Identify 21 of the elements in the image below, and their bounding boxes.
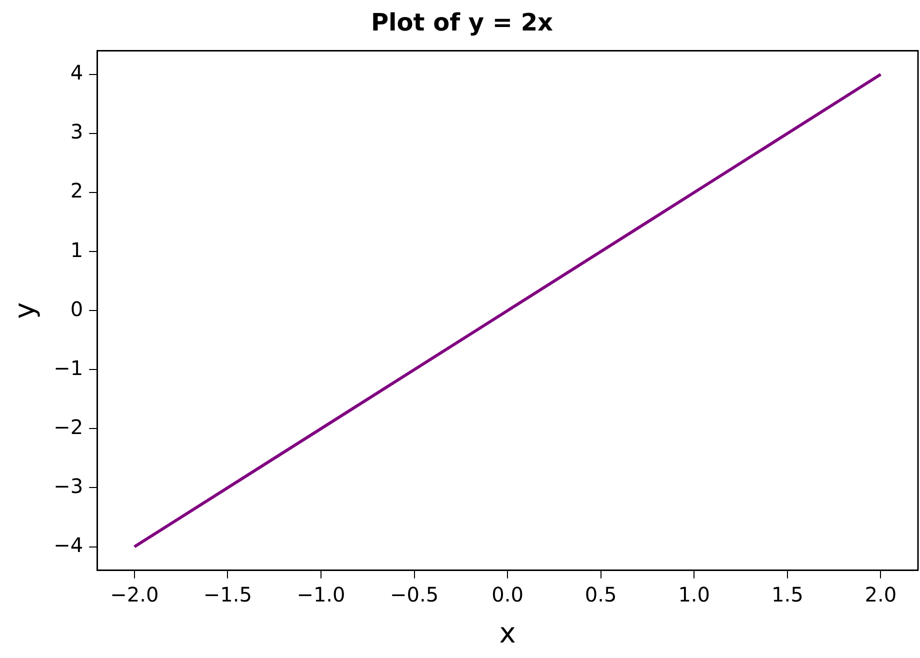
x-tick-label: −0.5 — [390, 582, 439, 607]
y-tick-label: 3 — [70, 120, 84, 144]
x-tick-label: 2.0 — [864, 582, 897, 607]
y-tick-label: 1 — [70, 238, 84, 262]
y-tick-label: −2 — [54, 414, 84, 439]
x-tick-label: −1.5 — [203, 582, 252, 607]
y-tick-label: −4 — [54, 532, 84, 557]
y-tick-label: 2 — [70, 178, 84, 203]
chart-title: Plot of y = 2x — [370, 8, 554, 37]
x-tick-label: 0.5 — [584, 582, 617, 607]
x-tick-label: 1.0 — [678, 582, 710, 607]
x-axis-title: x — [499, 616, 516, 650]
y-tick-label: 0 — [70, 296, 84, 321]
y-tick-label: −1 — [54, 356, 84, 380]
x-tick-label: 1.5 — [771, 582, 804, 607]
x-tick-label: −2.0 — [110, 582, 159, 607]
x-tick-label: 0.0 — [492, 582, 524, 607]
y-tick-label: −3 — [54, 474, 84, 498]
y-axis-title: y — [8, 302, 42, 319]
x-tick-label: −1.0 — [296, 582, 346, 607]
y-tick-label: 4 — [70, 60, 84, 85]
